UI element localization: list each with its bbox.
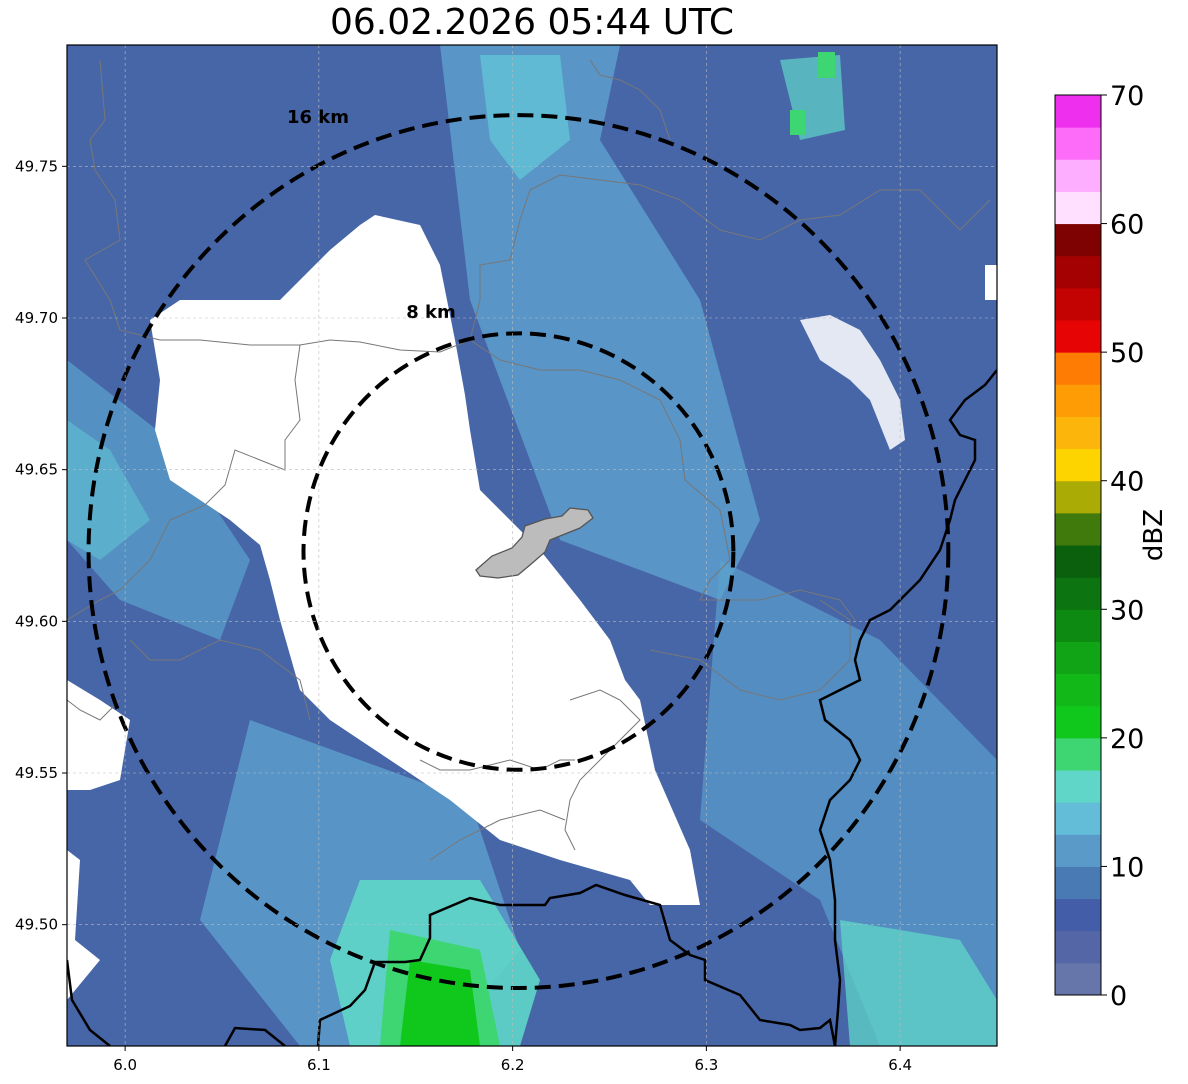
colorbar-segment [1055, 641, 1101, 675]
colorbar-segment [1055, 95, 1101, 128]
colorbar-segment [1055, 127, 1101, 160]
y-axis-ticks: 49.50 49.55 49.60 49.65 49.70 49.75 [15, 157, 67, 934]
colorbar-segment [1055, 705, 1101, 739]
colorbar-segment [1055, 159, 1101, 192]
echo-cell-southeast [840, 920, 997, 1046]
colorbar-segment [1055, 191, 1101, 225]
y-tick-label: 49.75 [15, 157, 58, 175]
colorbar-segment [1055, 898, 1101, 932]
colorbar-tick-label: 10 [1110, 852, 1144, 883]
colorbar-segment [1055, 287, 1101, 321]
echo-core-25dbz [400, 960, 480, 1046]
colorbar-segment [1055, 834, 1101, 867]
echo-band-west [67, 360, 250, 640]
x-tick-label: 6.2 [501, 1056, 525, 1074]
colorbar-segment [1055, 223, 1101, 257]
echo-band-southeast [700, 560, 997, 1046]
x-tick-label: 6.1 [307, 1056, 331, 1074]
colorbar-segment [1055, 480, 1101, 514]
echo-pixel-northeast [790, 110, 805, 135]
y-tick-label: 49.55 [15, 764, 58, 782]
map-frame [66, 44, 998, 1047]
no-echo-west [67, 680, 130, 790]
colorbar-tick-label: 30 [1110, 595, 1144, 626]
colorbar-segment [1055, 512, 1101, 546]
colorbar-tick-label: 40 [1110, 467, 1144, 498]
x-axis-ticks: 6.0 6.1 6.2 6.3 6.4 [113, 1046, 912, 1074]
y-tick-label: 49.60 [15, 612, 58, 630]
no-echo-central [150, 215, 700, 905]
no-echo-southwest [67, 850, 100, 1000]
colorbar-segment [1055, 802, 1101, 835]
gridlines [67, 45, 997, 1046]
colorbar-tick-label: 20 [1110, 724, 1144, 755]
colorbar-segment [1055, 448, 1101, 482]
colorbar-segment [1055, 930, 1101, 964]
echo-pixel-north [818, 52, 835, 78]
colorbar-label: dBZ [1139, 509, 1169, 561]
map-title: 06.02.2026 05:44 UTC [329, 2, 735, 43]
national-border [67, 369, 997, 1046]
colorbar-ticks: 0 10 20 30 40 50 60 70 [1101, 81, 1144, 1012]
colorbar-segment [1055, 577, 1101, 610]
colorbar [1055, 95, 1101, 996]
echo-cell-north [480, 55, 570, 180]
x-tick-label: 6.3 [694, 1056, 718, 1074]
colorbar-segment [1055, 416, 1101, 450]
no-echo-east [800, 315, 905, 450]
colorbar-segment [1055, 962, 1101, 996]
no-echo-pixel-east [985, 265, 997, 300]
echo-band-north [440, 45, 760, 600]
colorbar-segment [1055, 352, 1101, 385]
colorbar-tick-label: 50 [1110, 338, 1144, 369]
colorbar-tick-label: 0 [1110, 981, 1127, 1012]
y-tick-label: 49.65 [15, 461, 58, 479]
colorbar-segment [1055, 866, 1101, 900]
y-tick-label: 49.70 [15, 309, 58, 327]
range-ring-8km [301, 331, 736, 772]
echo-cell-west [67, 420, 150, 560]
colorbar-tick-label: 60 [1110, 210, 1144, 241]
x-tick-label: 6.4 [888, 1056, 912, 1074]
y-tick-label: 49.50 [15, 916, 58, 934]
colorbar-segment [1055, 673, 1101, 707]
city-outline [475, 507, 594, 579]
colorbar-segment [1055, 545, 1101, 578]
range-ring-16km [86, 113, 951, 991]
ring-label-8km: 8 km [406, 302, 456, 323]
ring-label-16km: 16 km [287, 107, 349, 128]
colorbar-segment [1055, 737, 1101, 771]
colorbar-segment [1055, 320, 1101, 353]
colorbar-tick-label: 70 [1110, 81, 1144, 112]
colorbar-segment [1055, 609, 1101, 642]
colorbar-frame [1054, 94, 1102, 996]
colorbar-segment [1055, 384, 1101, 417]
x-tick-label: 6.0 [113, 1056, 137, 1074]
colorbar-segment [1055, 255, 1101, 289]
colorbar-segment [1055, 770, 1101, 803]
range-rings [86, 113, 951, 991]
